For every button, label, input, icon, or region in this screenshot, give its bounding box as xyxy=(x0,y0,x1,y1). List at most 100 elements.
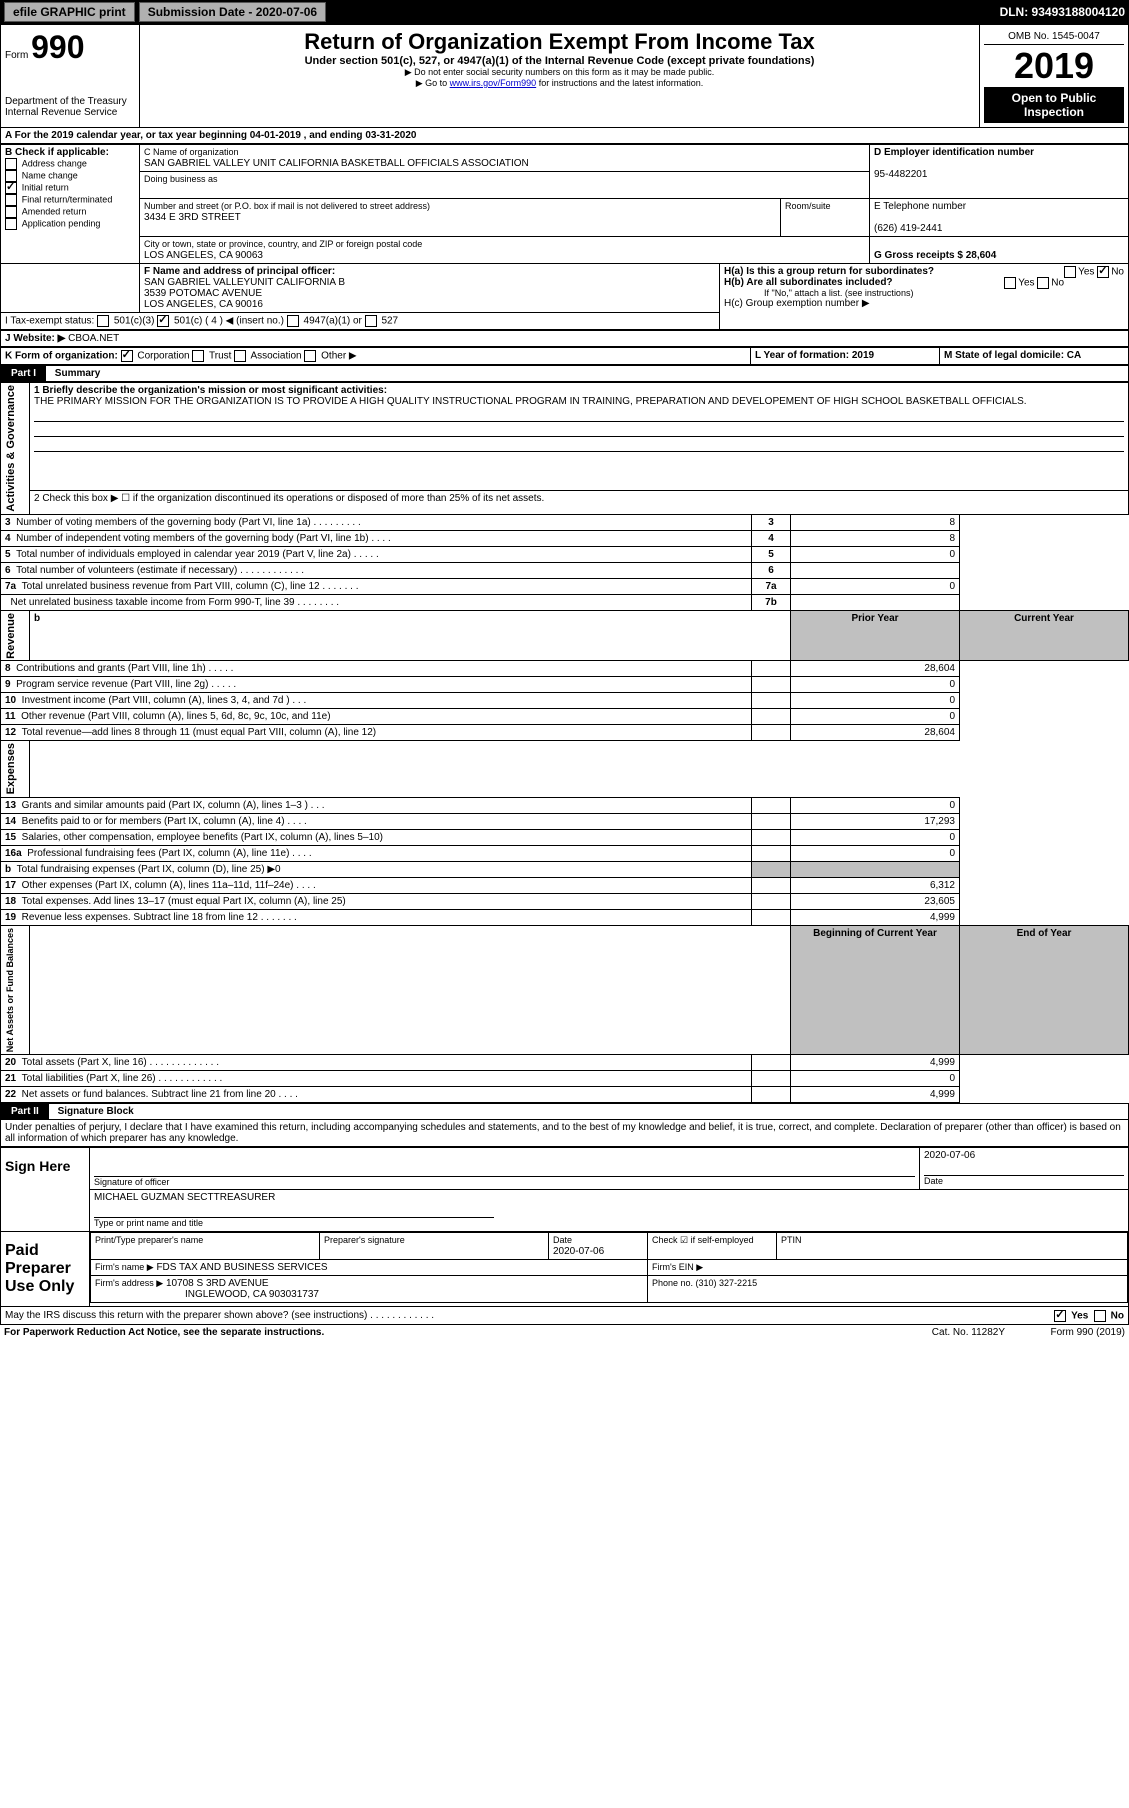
h-print: Print/Type preparer's name xyxy=(95,1235,203,1245)
checkbox-option[interactable]: Name change xyxy=(5,170,135,182)
checkbox-option[interactable]: Application pending xyxy=(5,218,135,230)
money-row: 19 Revenue less expenses. Subtract line … xyxy=(1,909,1129,925)
efile-topbar: efile GRAPHIC print Submission Date - 20… xyxy=(0,0,1129,24)
hb-yes: Yes xyxy=(1018,278,1034,289)
block-k-label: K Form of organization: xyxy=(5,351,118,362)
money-row: 13 Grants and similar amounts paid (Part… xyxy=(1,797,1129,813)
sign-here-block: Sign Here Signature of officer 2020-07-0… xyxy=(0,1147,1129,1232)
block-h-a: H(a) Is this a group return for subordin… xyxy=(724,266,1124,277)
pra-notice: For Paperwork Reduction Act Notice, see … xyxy=(4,1327,324,1338)
hb-no: No xyxy=(1051,278,1064,289)
i-o3: 4947(a)(1) or xyxy=(304,316,362,327)
firm-addr1: 10708 S 3RD AVENUE xyxy=(166,1278,269,1289)
prep-date: 2020-07-06 xyxy=(553,1246,604,1257)
l1-value: THE PRIMARY MISSION FOR THE ORGANIZATION… xyxy=(34,396,1027,407)
summary-row: 3 Number of voting members of the govern… xyxy=(1,514,1129,530)
sig-officer-label: Signature of officer xyxy=(94,1177,169,1187)
hb-note: If "No," attach a list. (see instruction… xyxy=(724,288,1124,298)
discuss-no: No xyxy=(1111,1311,1124,1322)
block-g: G Gross receipts $ 28,604 xyxy=(874,250,996,261)
sub3-pre: ▶ Go to xyxy=(416,78,450,88)
checkbox-option[interactable]: Initial return xyxy=(5,182,135,194)
declaration: Under penalties of perjury, I declare th… xyxy=(0,1120,1129,1147)
block-i-label: I Tax-exempt status: xyxy=(5,316,94,327)
firm-name: FDS TAX AND BUSINESS SERVICES xyxy=(156,1262,327,1273)
b-head: b xyxy=(34,613,40,624)
type-print-label: Type or print name and title xyxy=(94,1218,203,1228)
summary-row: Net unrelated business taxable income fr… xyxy=(1,594,1129,610)
room-label: Room/suite xyxy=(785,201,831,211)
checkbox-option[interactable]: Address change xyxy=(5,158,135,170)
irs-link[interactable]: www.irs.gov/Form990 xyxy=(450,78,537,88)
money-row: 18 Total expenses. Add lines 13–17 (must… xyxy=(1,893,1129,909)
money-row: 14 Benefits paid to or for members (Part… xyxy=(1,813,1129,829)
tax-year: 2019 xyxy=(984,45,1124,87)
money-row: 15 Salaries, other compensation, employe… xyxy=(1,829,1129,845)
money-row: b Total fundraising expenses (Part IX, c… xyxy=(1,861,1129,877)
submission-date-btn[interactable]: Submission Date - 2020-07-06 xyxy=(139,2,326,22)
entity-block: B Check if applicable: Address change Na… xyxy=(0,144,1129,264)
efile-btn[interactable]: efile GRAPHIC print xyxy=(4,2,135,22)
dba-label: Doing business as xyxy=(144,174,218,184)
checkbox-option[interactable]: Amended return xyxy=(5,206,135,218)
i-o4: 527 xyxy=(381,316,398,327)
sign-here-label: Sign Here xyxy=(1,1148,90,1231)
officer-line3: LOS ANGELES, CA 90016 xyxy=(144,299,263,310)
block-b-heading: B Check if applicable: xyxy=(5,147,109,158)
ein-value: 95-4482201 xyxy=(874,169,927,180)
h-check: Check ☑ if self-employed xyxy=(652,1235,754,1245)
l2-text: 2 Check this box ▶ ☐ if the organization… xyxy=(30,490,1129,514)
discuss-yes: Yes xyxy=(1071,1311,1088,1322)
block-l: L Year of formation: 2019 xyxy=(755,350,874,361)
discuss-text: May the IRS discuss this return with the… xyxy=(5,1310,434,1321)
money-row: 9 Program service revenue (Part VIII, li… xyxy=(1,677,1129,693)
telephone-value: (626) 419-2441 xyxy=(874,223,942,234)
block-d-label: D Employer identification number xyxy=(874,147,1034,158)
dln-label: DLN: 93493188004120 xyxy=(1000,5,1125,19)
l1-label: 1 Briefly describe the organization's mi… xyxy=(34,385,387,396)
prior-year-head: Prior Year xyxy=(851,613,898,624)
money-row: 22 Net assets or fund balances. Subtract… xyxy=(1,1087,1129,1103)
sub3-post: for instructions and the latest informat… xyxy=(539,78,704,88)
money-row: 8 Contributions and grants (Part VIII, l… xyxy=(1,661,1129,677)
dept-treasury: Department of the Treasury xyxy=(5,96,135,107)
sign-date-value: 2020-07-06 xyxy=(924,1150,975,1161)
form-title: Return of Organization Exempt From Incom… xyxy=(144,29,975,55)
eoy-head: End of Year xyxy=(1017,928,1072,939)
addr-label: Number and street (or P.O. box if mail i… xyxy=(144,201,430,211)
k-o4: Other ▶ xyxy=(321,351,356,362)
form-header: Form 990 Department of the Treasury Inte… xyxy=(0,24,1129,128)
omb-number: OMB No. 1545-0047 xyxy=(984,29,1124,45)
vert-exp: Expenses xyxy=(5,743,17,794)
block-e-label: E Telephone number xyxy=(874,201,966,212)
ha-no: No xyxy=(1111,267,1124,278)
i-o2: 501(c) ( 4 ) ◀ (insert no.) xyxy=(174,316,284,327)
block-j-label: J Website: ▶ xyxy=(5,333,65,344)
checkbox-option[interactable]: Final return/terminated xyxy=(5,194,135,206)
open-public-badge: Open to Public Inspection xyxy=(984,87,1124,123)
part-i-table: Activities & Governance 1 Briefly descri… xyxy=(0,382,1129,1103)
k-o3: Association xyxy=(250,351,301,362)
k-o2: Trust xyxy=(209,351,231,362)
officer-line2: 3539 POTOMAC AVENUE xyxy=(144,288,262,299)
officer-line1: SAN GABRIEL VALLEYUNIT CALIFORNIA B xyxy=(144,277,345,288)
street-address: 3434 E 3RD STREET xyxy=(144,212,241,223)
city-label: City or town, state or province, country… xyxy=(144,239,422,249)
summary-row: 6 Total number of volunteers (estimate i… xyxy=(1,562,1129,578)
current-year-head: Current Year xyxy=(1014,613,1074,624)
block-h-b: H(b) Are all subordinates included? Yes … xyxy=(724,277,1124,288)
officer-name-value: MICHAEL GUZMAN SECTTREASURER xyxy=(94,1192,275,1203)
h-date: Date xyxy=(553,1235,572,1245)
money-row: 11 Other revenue (Part VIII, column (A),… xyxy=(1,709,1129,725)
vert-rev: Revenue xyxy=(5,613,17,659)
k-o1: Corporation xyxy=(137,351,189,362)
block-c-label: C Name of organization xyxy=(144,147,239,157)
vert-ag: Activities & Governance xyxy=(5,385,17,512)
officer-block: F Name and address of principal officer:… xyxy=(0,264,1129,330)
part-i-header: Part I Summary xyxy=(0,365,1129,382)
money-row: 21 Total liabilities (Part X, line 26) .… xyxy=(1,1071,1129,1087)
irs-label: Internal Revenue Service xyxy=(5,107,135,118)
firm-addr2: INGLEWOOD, CA 903031737 xyxy=(95,1289,319,1300)
block-m: M State of legal domicile: CA xyxy=(944,350,1081,361)
summary-row: 7a Total unrelated business revenue from… xyxy=(1,578,1129,594)
